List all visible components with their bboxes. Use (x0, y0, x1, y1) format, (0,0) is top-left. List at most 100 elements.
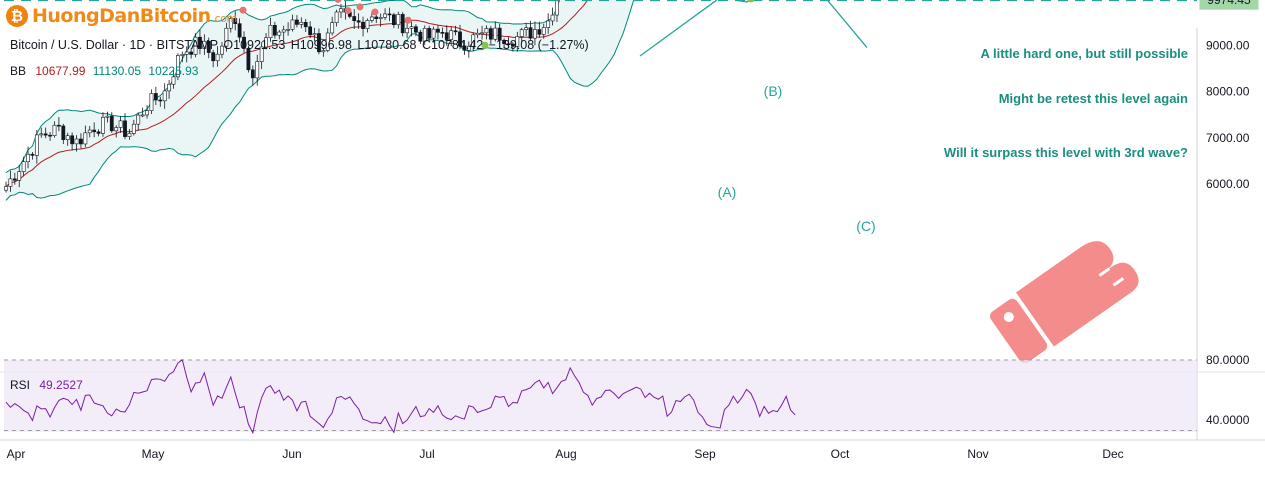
candle-body (4, 186, 7, 190)
candle-body (547, 21, 550, 28)
sell-signal-dot (335, 0, 342, 3)
candle-body (454, 31, 457, 32)
symbol-title: Bitcoin / U.S. Dollar · 1D · BITSTAMP (10, 38, 218, 52)
candle-body (66, 136, 69, 140)
symbol-header: Bitcoin / U.S. Dollar · 1D · BITSTAMP O1… (10, 38, 589, 52)
rsi-legend: RSI 49.2527 (10, 378, 83, 392)
candle-body (432, 29, 435, 38)
candle-body (110, 116, 113, 131)
candle-body (313, 34, 316, 35)
candle-body (392, 15, 395, 25)
candle-body (397, 14, 400, 24)
candle-body (128, 133, 131, 136)
candle-body (115, 127, 118, 130)
ohlc-change: −139.08 (−1.27%) (489, 38, 589, 52)
candle-body (123, 121, 126, 137)
candle-body (335, 12, 338, 23)
price-tick-label: 7000.00 (1206, 131, 1250, 145)
watermark-logo: ₿ HuongDanBitcoin.com (6, 4, 237, 28)
candle-body (79, 139, 82, 144)
candle-body (57, 125, 60, 126)
candle-body (401, 14, 404, 32)
candle-body (379, 17, 382, 18)
ohlc-low: L10780.68 (357, 38, 416, 52)
bb-mid-value: 10677.99 (35, 64, 85, 78)
candle-body (295, 20, 298, 24)
bb-lower-value: 10225.93 (148, 64, 198, 78)
candle-body (529, 28, 532, 39)
candle-body (375, 17, 378, 19)
candle-body (137, 115, 140, 124)
candle-body (366, 20, 369, 28)
candle-body (216, 54, 219, 61)
candle-body (428, 28, 431, 38)
price-tag-label: 9974.45 (1207, 0, 1251, 7)
time-tick-label: Jul (419, 447, 434, 461)
candle-body (53, 125, 56, 135)
candle-body (370, 17, 373, 21)
time-tick-label: May (142, 447, 165, 461)
candle-body (353, 16, 356, 20)
candle-body (282, 30, 285, 32)
sell-signal-dot (240, 7, 247, 14)
wave-a-label: (A) (718, 184, 737, 200)
candle-body (256, 62, 259, 78)
candle-body (551, 15, 554, 21)
candle-body (163, 91, 166, 101)
candle-body (167, 84, 170, 91)
candle-body (181, 54, 184, 55)
sell-signal-dot (357, 3, 364, 10)
bb-upper-value: 11130.05 (93, 64, 141, 78)
candle-body (26, 154, 29, 162)
candle-body (476, 33, 479, 35)
rsi-band-fill (4, 360, 1197, 432)
sell-signal-dot (372, 8, 379, 15)
bb-label: BB (10, 64, 26, 78)
rsi-tick-label: 40.0000 (1206, 413, 1250, 427)
buy-signal-dot (748, 0, 755, 3)
wave-b-label: (B) (764, 83, 783, 99)
candle-body (71, 136, 74, 144)
candle-body (145, 111, 148, 115)
candle-body (31, 154, 34, 155)
candle-body (62, 126, 65, 140)
price-tick-label: 6000.00 (1206, 177, 1250, 191)
candle-body (154, 93, 157, 100)
candle-body (309, 27, 312, 35)
candle-body (238, 24, 241, 38)
candle-body (304, 22, 307, 26)
candle-body (150, 93, 153, 110)
candle-body (436, 29, 439, 32)
candle-body (269, 25, 272, 37)
candle-body (44, 134, 47, 135)
candle-body (406, 28, 409, 32)
price-tick-label: 8000.00 (1206, 85, 1250, 99)
candle-body (35, 135, 38, 155)
candle-body (84, 133, 87, 144)
rsi-label: RSI (10, 378, 30, 392)
candle-body (388, 14, 391, 15)
candle-body (361, 22, 364, 28)
candle-body (101, 117, 104, 133)
candle-body (88, 130, 91, 133)
candle-body (93, 130, 96, 132)
candle-body (141, 115, 144, 116)
candle-body (75, 139, 78, 144)
time-tick-label: Sep (694, 447, 716, 461)
candle-body (273, 25, 276, 35)
candle-body (132, 124, 135, 133)
rsi-value: 49.2527 (39, 378, 82, 392)
candle-body (485, 29, 488, 33)
annotation-low-text: Will it surpass this level with 3rd wave… (944, 145, 1188, 160)
candle-body (278, 32, 281, 35)
candle-body (18, 172, 21, 181)
candle-body (212, 53, 215, 61)
candle-body (185, 52, 188, 54)
candle-body (339, 9, 342, 12)
price-tick-label: 9000.00 (1206, 38, 1250, 52)
candle-body (441, 32, 444, 33)
candle-body (538, 30, 541, 35)
time-tick-label: Jun (282, 447, 301, 461)
candle-body (119, 121, 122, 128)
candle-body (533, 30, 536, 39)
